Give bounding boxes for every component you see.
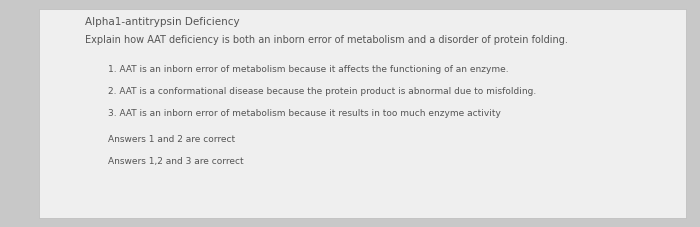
Text: 1. AAT is an inborn error of metabolism because it affects the functioning of an: 1. AAT is an inborn error of metabolism … xyxy=(108,65,509,74)
Text: Explain how AAT deficiency is both an inborn error of metabolism and a disorder : Explain how AAT deficiency is both an in… xyxy=(85,35,568,45)
Text: Alpha1-antitrypsin Deficiency: Alpha1-antitrypsin Deficiency xyxy=(85,17,239,27)
Text: 3. AAT is an inborn error of metabolism because it results in too much enzyme ac: 3. AAT is an inborn error of metabolism … xyxy=(108,109,501,118)
FancyBboxPatch shape xyxy=(38,9,686,218)
Text: Answers 1,2 and 3 are correct: Answers 1,2 and 3 are correct xyxy=(108,157,244,166)
Text: Answers 1 and 2 are correct: Answers 1 and 2 are correct xyxy=(108,135,235,144)
Text: 2. AAT is a conformational disease because the protein product is abnormal due t: 2. AAT is a conformational disease becau… xyxy=(108,87,536,96)
